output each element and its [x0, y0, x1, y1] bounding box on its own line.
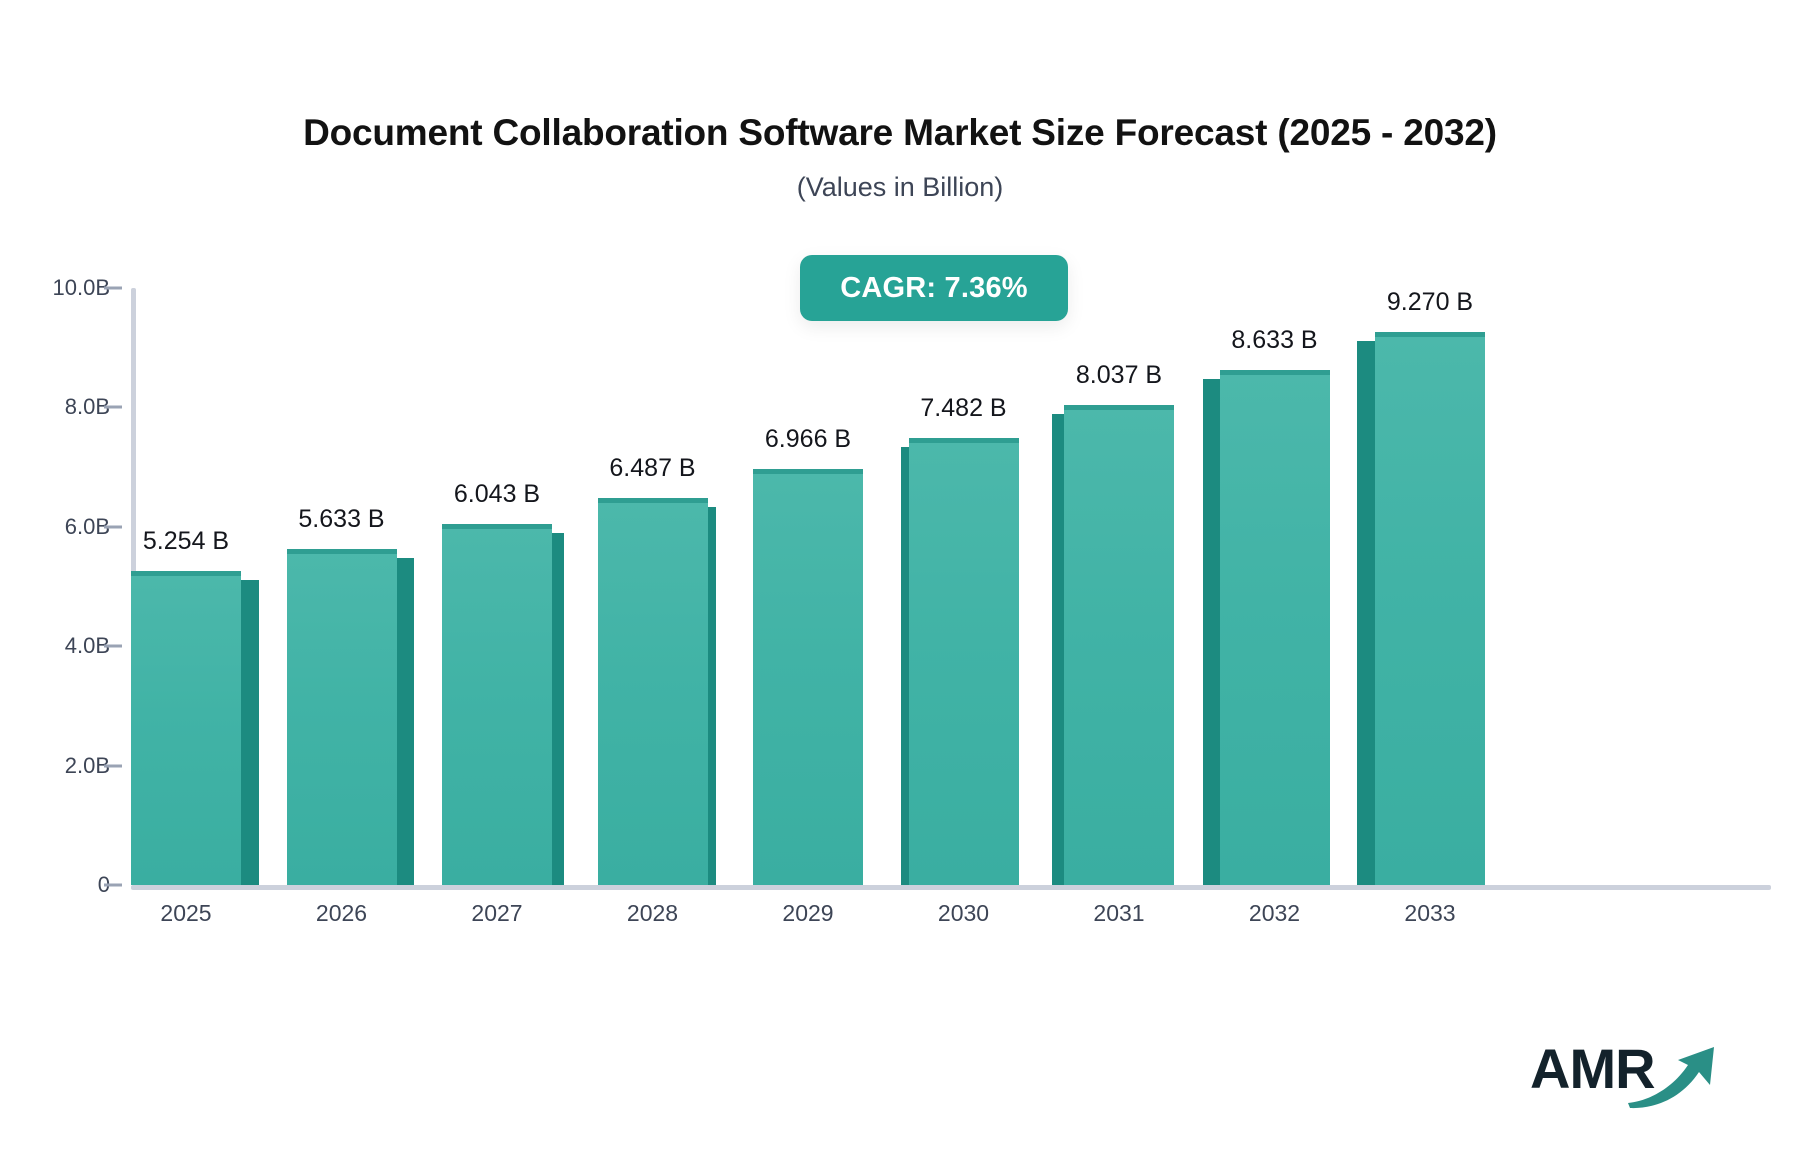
bar[interactable] [1052, 405, 1174, 885]
bar-front-face [131, 571, 241, 885]
bar-side-face [396, 557, 414, 885]
x-axis-tick-label: 2026 [315, 900, 368, 926]
amr-logo: AMR [1530, 1035, 1720, 1115]
x-axis-tick-label: 2029 [782, 900, 834, 926]
x-axis-line [131, 885, 1771, 890]
bar-side-face [1052, 414, 1064, 885]
bar[interactable] [900, 438, 1019, 885]
x-axis-tick-label: 2025 [160, 900, 212, 926]
y-axis-tick-label: 2.0B [64, 752, 110, 778]
y-axis-tick-mark [104, 286, 122, 290]
y-axis-tick-label: 10.0B [52, 275, 111, 300]
bar-value-label: 5.633 B [298, 504, 385, 533]
amr-logo-text: AMR [1530, 1037, 1656, 1100]
y-axis-tick-mark [104, 764, 122, 768]
bar-value-label: 8.037 B [1075, 361, 1163, 390]
chart-subtitle: (Values in Billion) [796, 172, 1004, 202]
bar[interactable] [1202, 369, 1330, 885]
bar-front-face [753, 469, 863, 885]
bar-value-label: 6.487 B [609, 453, 696, 482]
cagr-badge-label: CAGR: 7.36% [840, 271, 1028, 304]
chart-title: Document Collaboration Software Market S… [303, 112, 1497, 153]
y-axis-tick-mark [104, 883, 122, 887]
bar-value-label: 7.482 B [920, 394, 1007, 423]
y-axis-tick-label: 6.0B [64, 513, 110, 539]
bar-top-face [753, 469, 863, 475]
bar-top-face [597, 497, 708, 503]
cagr-badge: CAGR: 7.36% [800, 255, 1068, 321]
bar-top-face [1219, 369, 1330, 375]
bar-front-face [286, 548, 397, 885]
bar-side-face [241, 580, 259, 885]
bar-value-label: 6.043 B [453, 480, 541, 509]
bar-front-face [1064, 405, 1174, 885]
bar-top-face [1064, 405, 1174, 411]
y-axis-tick-label: 4.0B [64, 633, 110, 659]
x-axis-tick-label: 2030 [937, 900, 990, 926]
bar-top-face [1375, 331, 1485, 337]
bar-value-label: 9.270 B [1386, 287, 1474, 316]
bar-front-face [908, 438, 1019, 885]
bar-value-label: 8.633 B [1231, 325, 1318, 354]
bar[interactable] [286, 548, 414, 885]
bar-top-face [908, 438, 1019, 444]
bar-side-face [1202, 378, 1220, 885]
bar-top-face [286, 548, 397, 554]
bar-top-face [131, 571, 241, 577]
y-axis-tick-mark [104, 644, 122, 648]
x-axis-tick-label: 2028 [626, 900, 679, 926]
y-axis-tick-label: 8.0B [64, 394, 110, 420]
bar[interactable] [131, 571, 259, 885]
x-axis-tick-label: 2033 [1404, 900, 1456, 926]
bar-side-face [552, 533, 564, 885]
bar-front-face [1375, 331, 1485, 885]
x-axis-tick-label: 2031 [1093, 900, 1145, 926]
bar-side-face [707, 506, 716, 885]
bar[interactable] [442, 524, 564, 885]
bar[interactable] [597, 497, 716, 885]
x-axis-tick-label: 2032 [1248, 900, 1301, 926]
bar-side-face [1357, 340, 1375, 885]
bar-top-face [442, 524, 552, 530]
bar-side-face [900, 447, 909, 885]
y-axis-tick-label: 0 [98, 872, 110, 898]
bar[interactable] [1357, 331, 1485, 885]
x-axis-tick-label: 2027 [471, 900, 523, 926]
bar-value-label: 5.254 B [142, 527, 230, 556]
y-axis-tick-mark [104, 525, 122, 529]
bar[interactable] [753, 469, 863, 885]
y-axis-tick-mark [104, 405, 122, 409]
bar-front-face [597, 497, 708, 885]
bar-value-label: 6.966 B [764, 425, 852, 454]
growth-arrow-icon [1628, 1047, 1714, 1109]
bar-front-face [1219, 369, 1330, 885]
bar-front-face [442, 524, 552, 885]
